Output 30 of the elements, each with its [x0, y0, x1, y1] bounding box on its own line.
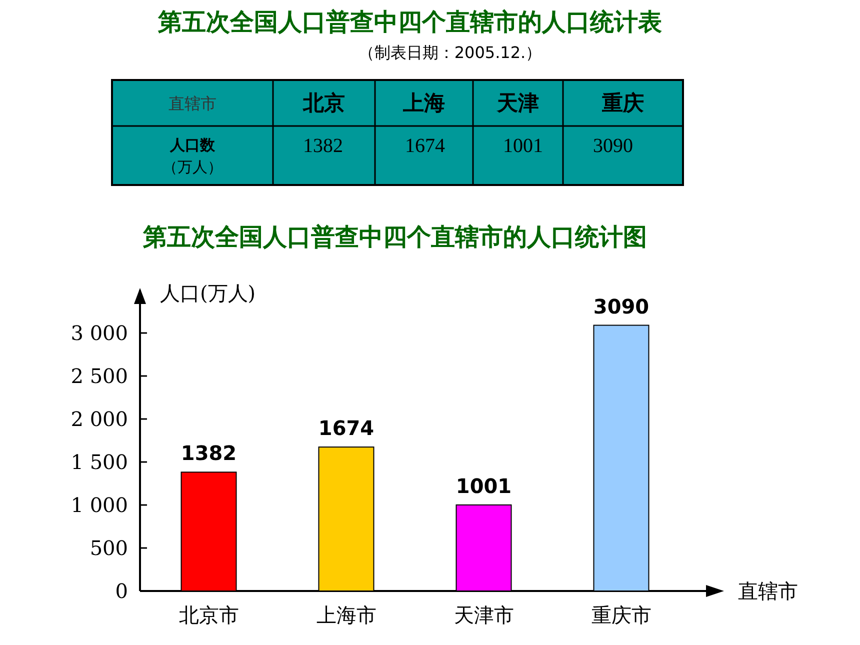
data-label: 1382: [180, 441, 237, 466]
data-label: 1674: [318, 416, 374, 440]
x-tick-label: 上海市: [316, 603, 376, 627]
y-tick-label: 1 000: [70, 493, 128, 517]
chart-title: 第五次全国人口普查中四个直辖市的人口统计图: [142, 223, 647, 251]
y-tick-label: 500: [90, 536, 128, 560]
y-tick-label: 2 500: [70, 364, 128, 388]
y-tick-label: 2 000: [70, 407, 128, 431]
category-label: 上海: [402, 91, 445, 115]
data-label: 1001: [456, 474, 512, 498]
data-label: 1674: [405, 135, 445, 157]
text: （制表日期：2005.12.）: [358, 43, 542, 62]
category-label: 重庆: [601, 91, 644, 115]
y-axis-title: 人口(万人): [160, 281, 256, 305]
text: 第五次全国人口普查中四个直辖市的人口统计表: [157, 8, 662, 36]
category-label: 天津: [496, 91, 539, 115]
y-tick-label: 3 000: [70, 321, 128, 345]
data-label: 1382: [303, 135, 343, 157]
category-label: 北京: [302, 91, 345, 115]
x-axis-title: 直辖市: [738, 579, 798, 603]
x-tick-label: 天津市: [454, 603, 514, 627]
data-label: 3090: [593, 294, 650, 318]
x-tick-label: 北京市: [178, 603, 239, 627]
text: 直辖市: [168, 94, 216, 113]
x-tick-label: 重庆市: [591, 603, 652, 627]
data-label: 1001: [503, 135, 543, 157]
y-tick-label: 0: [115, 579, 128, 603]
data-label: 3090: [593, 135, 633, 157]
y-tick-label: 1 500: [70, 450, 128, 474]
text: 人口数（万人）: [162, 136, 222, 176]
